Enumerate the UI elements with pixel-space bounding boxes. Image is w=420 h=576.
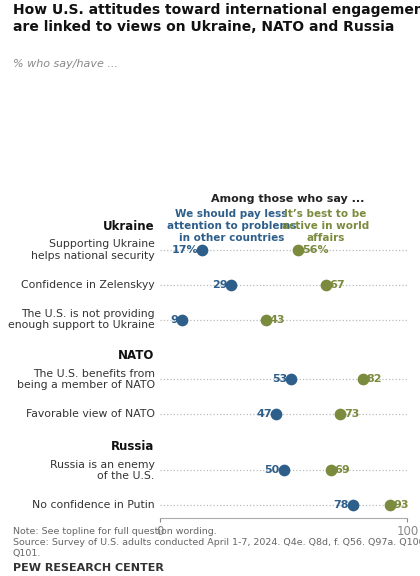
Text: NATO: NATO	[118, 349, 155, 362]
Text: The U.S. is not providing
enough support to Ukraine: The U.S. is not providing enough support…	[8, 309, 155, 330]
Text: How U.S. attitudes toward international engagement
are linked to views on Ukrain: How U.S. attitudes toward international …	[13, 3, 420, 33]
Text: % who say/have ...: % who say/have ...	[13, 59, 118, 69]
Text: 50: 50	[265, 465, 280, 475]
Point	[322, 280, 329, 289]
Text: The U.S. benefits from
being a member of NATO: The U.S. benefits from being a member of…	[16, 369, 155, 390]
Text: Favorable view of NATO: Favorable view of NATO	[26, 409, 155, 419]
Text: We should pay less
attention to problems
in other countries: We should pay less attention to problems…	[167, 209, 296, 242]
Text: Confidence in Zelenskyy: Confidence in Zelenskyy	[21, 280, 155, 290]
Point	[360, 375, 366, 384]
Text: It’s best to be
active in world
affairs: It’s best to be active in world affairs	[282, 209, 369, 242]
Text: 93: 93	[394, 500, 409, 510]
Text: Russia is an enemy
of the U.S.: Russia is an enemy of the U.S.	[50, 460, 155, 482]
Point	[263, 315, 270, 324]
Point	[337, 410, 344, 419]
Point	[327, 466, 334, 475]
Text: 69: 69	[334, 465, 350, 475]
Text: 47: 47	[257, 409, 272, 419]
Text: Supporting Ukraine
helps national security: Supporting Ukraine helps national securi…	[31, 239, 155, 261]
Point	[295, 245, 302, 255]
Point	[349, 501, 356, 510]
Text: Among those who say ...: Among those who say ...	[211, 195, 365, 204]
Text: 9: 9	[171, 314, 178, 324]
Point	[198, 245, 205, 255]
Text: 17%: 17%	[171, 245, 198, 255]
Point	[280, 466, 287, 475]
Point	[387, 501, 394, 510]
Text: 73: 73	[344, 409, 360, 419]
Text: 67: 67	[329, 280, 345, 290]
Text: Ukraine: Ukraine	[103, 219, 155, 233]
Point	[178, 315, 185, 324]
Point	[273, 410, 279, 419]
Point	[288, 375, 294, 384]
Text: 43: 43	[270, 314, 285, 324]
Text: Note: See topline for full question wording.
Source: Survey of U.S. adults condu: Note: See topline for full question word…	[13, 527, 420, 558]
Text: 29: 29	[212, 280, 228, 290]
Point	[228, 280, 235, 289]
Text: No confidence in Putin: No confidence in Putin	[32, 500, 155, 510]
Text: Russia: Russia	[111, 440, 155, 453]
Text: PEW RESEARCH CENTER: PEW RESEARCH CENTER	[13, 563, 163, 573]
Text: 82: 82	[367, 374, 382, 384]
Text: 78: 78	[333, 500, 349, 510]
Text: 53: 53	[272, 374, 287, 384]
Text: 56%: 56%	[302, 245, 329, 255]
